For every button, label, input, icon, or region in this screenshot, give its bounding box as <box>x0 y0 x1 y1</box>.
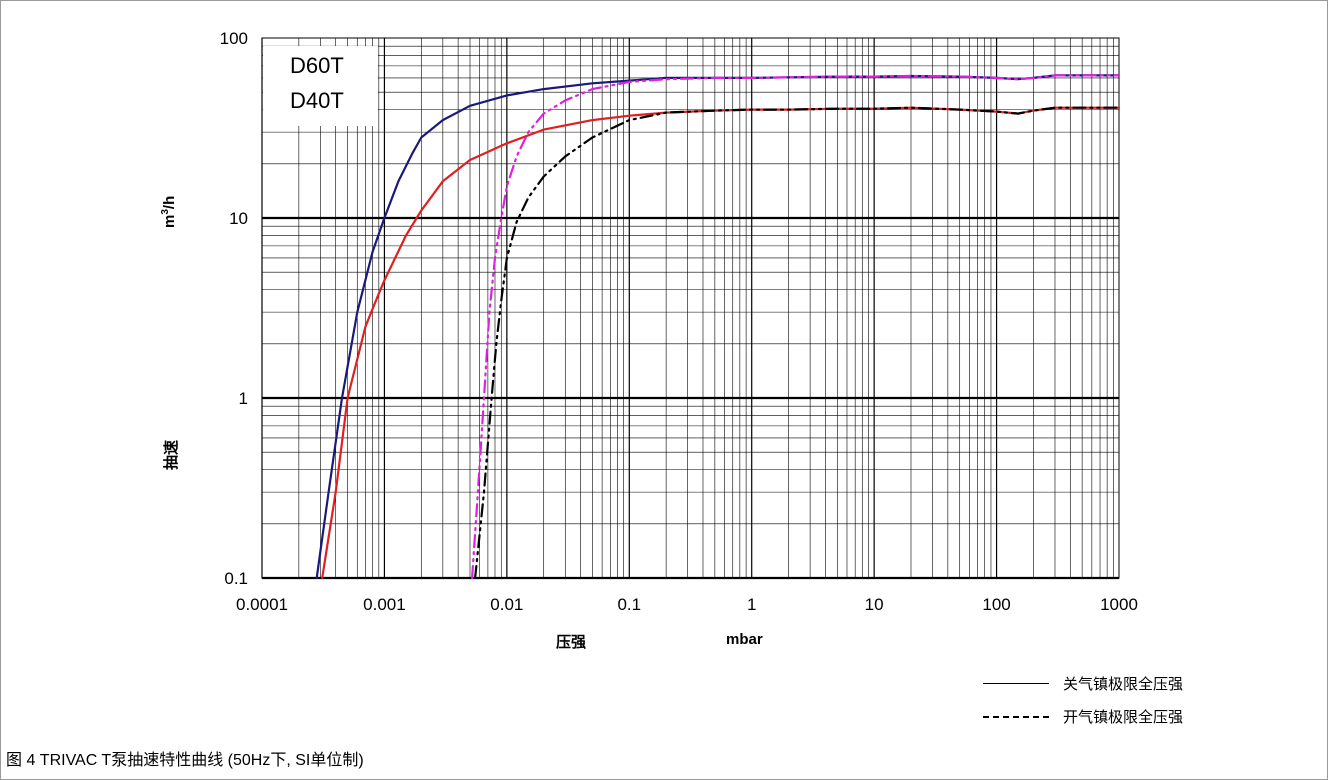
y-tick-label: 100 <box>220 29 248 48</box>
x-tick-label: 1000 <box>1100 595 1138 614</box>
minor-grid <box>262 38 1119 578</box>
model-label-d40t: D40T <box>290 88 344 113</box>
x-tick-label: 1 <box>747 595 756 614</box>
legend-item-closed: 关气镇极限全压强 <box>983 673 1183 694</box>
model-label-box: D60T D40T <box>263 46 378 126</box>
major-grid <box>261 38 1119 580</box>
series-line-d40t-solid <box>321 106 1121 580</box>
x-tick-label: 0.0001 <box>236 595 288 614</box>
y-tick-label: 0.1 <box>224 569 248 588</box>
y-tick-label: 1 <box>239 389 248 408</box>
series-line-d40t-dashed <box>474 106 1121 580</box>
y-axis-label: 抽速 <box>162 439 180 470</box>
x-tick-label: 0.001 <box>363 595 406 614</box>
x-tick-label: 10 <box>865 595 884 614</box>
series-line-d60t-dashed <box>471 74 1121 580</box>
x-tick-label: 100 <box>982 595 1010 614</box>
legend-item-open: 开气镇极限全压强 <box>983 706 1183 727</box>
x-tick-labels: 0.0001 0.001 0.01 0.1 1 10 100 1000 <box>236 595 1138 614</box>
y-tick-labels: 0.1 1 10 100 <box>220 29 248 588</box>
series-layer <box>315 74 1121 580</box>
x-axis-label: 压强 <box>556 633 587 651</box>
legend-label-closed: 关气镇极限全压强 <box>1063 675 1184 693</box>
legend-label-open: 开气镇极限全压强 <box>1063 708 1184 726</box>
figure-caption: 图 4 TRIVAC T泵抽速特性曲线 (50Hz下, SI单位制) <box>6 752 364 769</box>
legend-solid-line <box>983 683 1049 684</box>
legend-dashed-line <box>983 715 1049 718</box>
series-line-d60t-solid <box>315 74 1121 580</box>
y-axis-unit: m3/h <box>160 195 178 228</box>
plot-border <box>261 37 1120 579</box>
y-tick-label: 10 <box>229 209 248 228</box>
x-tick-label: 0.1 <box>617 595 641 614</box>
model-label-d60t: D60T <box>290 53 344 78</box>
x-tick-label: 0.01 <box>490 595 523 614</box>
x-axis-unit: mbar <box>726 631 763 648</box>
